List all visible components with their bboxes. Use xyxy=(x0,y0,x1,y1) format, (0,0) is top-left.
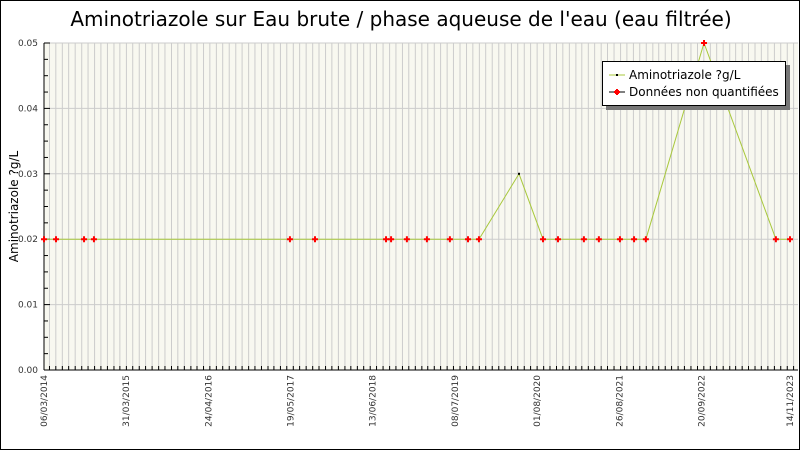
legend-red-cross-icon xyxy=(609,89,625,95)
x-tick-label: 01/08/2020 xyxy=(533,375,543,427)
data-point-non-quantified xyxy=(81,236,88,243)
y-tick-label: 0.00 xyxy=(18,366,38,376)
data-point-non-quantified xyxy=(464,236,471,243)
x-tick-label: 19/05/2017 xyxy=(287,375,297,427)
data-point-non-quantified xyxy=(312,236,319,243)
data-point-non-quantified xyxy=(772,236,779,243)
data-point-non-quantified xyxy=(642,236,649,243)
x-tick-label: 31/03/2015 xyxy=(122,375,132,427)
legend-dot-icon xyxy=(609,74,625,76)
y-tick-label: 0.02 xyxy=(18,235,38,245)
y-tick-label: 0.04 xyxy=(18,104,38,114)
data-point-non-quantified xyxy=(53,236,60,243)
y-tick-label: 0.05 xyxy=(18,39,38,49)
data-point-non-quantified xyxy=(388,236,395,243)
chart-title: Aminotriazole sur Eau brute / phase aque… xyxy=(70,7,732,31)
x-tick-label: 24/04/2016 xyxy=(204,375,214,427)
data-point-non-quantified xyxy=(90,236,97,243)
y-axis-label: Aminotriazole ?g/L xyxy=(7,150,21,262)
data-point-non-quantified xyxy=(475,236,482,243)
data-point-non-quantified xyxy=(580,236,587,243)
data-point-non-quantified xyxy=(41,236,47,243)
y-tick-label: 0.03 xyxy=(18,170,38,180)
data-point-non-quantified xyxy=(403,236,410,243)
y-tick-label: 0.01 xyxy=(18,301,38,311)
x-tick-label: 20/09/2022 xyxy=(697,375,707,427)
data-point-non-quantified xyxy=(286,236,293,243)
data-point-non-quantified xyxy=(595,236,602,243)
legend-label: Aminotriazole ?g/L xyxy=(629,68,741,82)
x-tick-label: 08/07/2019 xyxy=(451,375,461,427)
legend: Aminotriazole ?g/L Données non quantifié… xyxy=(602,61,786,106)
x-tick-label: 14/11/2023 xyxy=(786,375,796,427)
data-point-non-quantified xyxy=(446,236,453,243)
grid xyxy=(44,42,798,371)
x-tick-label: 06/03/2014 xyxy=(40,375,50,427)
legend-label: Données non quantifiées xyxy=(629,85,779,99)
x-tick-label: 26/08/2021 xyxy=(615,375,625,427)
data-point-non-quantified xyxy=(554,236,561,243)
data-point-non-quantified xyxy=(383,236,390,243)
data-point-non-quantified xyxy=(540,236,547,243)
data-point-non-quantified xyxy=(787,236,793,243)
data-point-non-quantified xyxy=(631,236,638,243)
data-point-non-quantified xyxy=(616,236,623,243)
x-tick-label: 13/06/2018 xyxy=(369,375,379,427)
data-point-non-quantified xyxy=(423,236,430,243)
data-point-quantified xyxy=(517,172,520,175)
data-point-non-quantified xyxy=(701,40,708,46)
